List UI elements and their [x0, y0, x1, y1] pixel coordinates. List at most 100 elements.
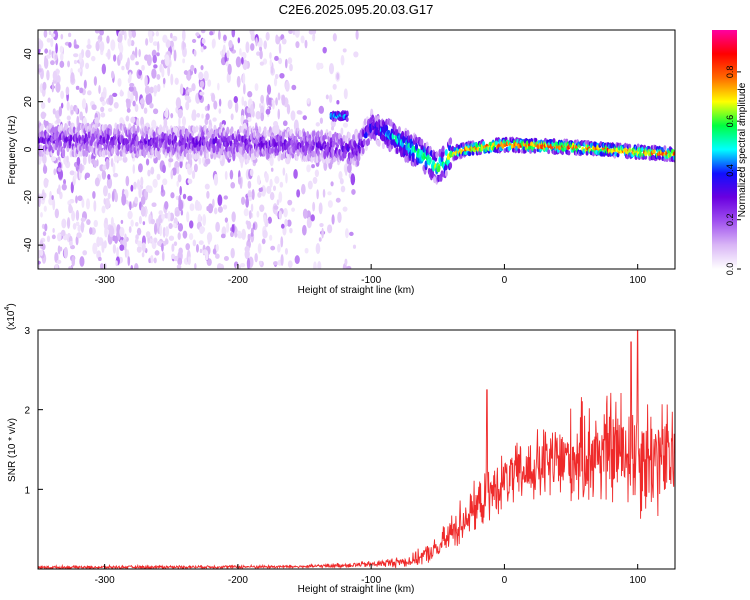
spectrogram-band-cell [406, 129, 410, 137]
spectrogram-noise-cell [128, 85, 134, 92]
spectrogram-band-cell [58, 140, 62, 148]
spectrogram-noise-cell [162, 34, 168, 43]
spectrogram-noise-cell [106, 177, 113, 189]
spectrogram-noise-cell [161, 184, 164, 193]
spectrogram-noise-cell [43, 119, 46, 126]
spectrogram-noise-cell [105, 158, 110, 170]
spectrogram-noise-cell [355, 30, 359, 40]
spectrogram-noise-cell [100, 106, 105, 113]
spectrogram-noise-cell [110, 157, 114, 168]
spectrogram-noise-cell [127, 37, 132, 47]
spectrogram-x-tick-label: 100 [629, 275, 646, 286]
spectrogram-band-cell [397, 126, 401, 134]
spectrogram-noise-cell [276, 199, 280, 206]
spectrogram-noise-cell [177, 108, 183, 119]
spectrogram-noise-cell [187, 195, 193, 202]
spectrogram-noise-cell [224, 217, 228, 223]
colorbar: 0.0 0.2 0.4 0.6 0.8 Normalized spectral ampl… [712, 30, 748, 275]
spectrogram-noise-cell [250, 43, 255, 51]
spectrogram-noise-cell [162, 164, 166, 174]
spectrogram-noise-cell [279, 72, 285, 79]
spectrogram-noise-cell [102, 185, 108, 197]
spectrogram-noise-cell [213, 100, 218, 110]
spectrogram-noise-cell [78, 52, 82, 63]
spectrogram-noise-cell [41, 192, 46, 201]
spectrogram-band-cell [449, 162, 453, 170]
spectrogram-noise-cell [199, 91, 205, 96]
spectrogram-noise-cell [316, 62, 321, 71]
spectrogram-noise-cell [256, 51, 261, 56]
spectrogram-noise-cell [212, 248, 217, 255]
spectrogram-noise-cell [340, 54, 345, 66]
spectrogram-noise-cell [79, 87, 84, 94]
spectrogram-noise-cell [312, 35, 315, 41]
spectrogram-noise-cell [61, 218, 67, 229]
spectrogram-noise-cell [330, 181, 334, 187]
spectrogram-band-cell [461, 142, 465, 148]
spectrogram-noise-cell [138, 186, 142, 199]
spectrogram-band-cell [303, 131, 307, 139]
spectrogram-noise-cell [38, 68, 42, 73]
spectrogram-noise-cell [135, 61, 139, 66]
spectrogram-noise-cell [258, 187, 263, 193]
spectrogram-noise-cell [65, 86, 70, 96]
snr-exponent-base: (x10 [6, 310, 17, 330]
spectrogram-noise-cell [352, 244, 357, 249]
spectrogram-noise-cell [85, 49, 91, 59]
spectrogram-feature-cell [345, 117, 349, 123]
spectrogram-noise-cell [137, 163, 143, 173]
spectrogram-noise-cell [162, 77, 166, 85]
spectrogram-noise-cell [136, 246, 142, 253]
spectrogram-noise-cell [229, 169, 234, 180]
spectrogram-noise-cell [245, 41, 250, 54]
spectrogram-noise-cell [247, 191, 253, 198]
spectrogram-y-tick-label: 20 [23, 96, 34, 108]
spectrogram-noise-cell [76, 115, 80, 126]
spectrogram-noise-cell [338, 171, 343, 180]
spectrogram-noise-cell [60, 52, 64, 62]
spectrogram-noise-cell [191, 38, 197, 43]
spectrogram-noise-cell [339, 178, 344, 185]
spectrogram-noise-cell [280, 236, 284, 248]
spectrogram-noise-cell [239, 48, 242, 56]
spectrogram-noise-cell [50, 156, 57, 162]
spectrogram-noise-cell [258, 260, 263, 266]
spectrogram-noise-cell [98, 256, 102, 262]
spectrogram-band-cell [113, 127, 117, 135]
spectrogram-noise-cell [164, 200, 169, 210]
spectrogram-noise-cell [136, 179, 141, 190]
spectrogram-noise-cell [59, 45, 64, 54]
spectrogram-noise-cell [200, 30, 206, 34]
spectrogram-noise-cell [40, 212, 43, 218]
spectrogram-noise-cell [191, 170, 196, 180]
spectrogram-noise-cell [319, 117, 323, 124]
spectrogram-noise-cell [243, 100, 248, 108]
spectrogram-noise-cell [170, 192, 175, 199]
spectrogram-noise-cell [244, 249, 250, 260]
spectrogram-noise-cell [189, 220, 194, 229]
spectrogram-noise-cell [58, 106, 62, 117]
spectrogram-band-cell [628, 147, 632, 153]
spectrogram-noise-cell [277, 92, 281, 101]
spectrogram-noise-cell [249, 104, 254, 116]
spectrogram-noise-cell [182, 58, 186, 64]
spectrogram-noise-cell [282, 167, 286, 176]
spectrogram-noise-cell [155, 30, 160, 37]
snr-x-tick-label: 0 [502, 575, 508, 586]
spectrogram-band-cell [370, 108, 374, 116]
spectrogram-band-cell [366, 138, 370, 146]
spectrogram-noise-cell [257, 37, 263, 49]
spectrogram-noise-cell [132, 164, 136, 174]
spectrogram-noise-cell [319, 222, 324, 228]
spectrogram-noise-cell [187, 256, 191, 266]
spectrogram-band-cell [361, 147, 365, 155]
spectrogram-noise-cell [119, 239, 123, 245]
spectrogram-noise-cell [94, 177, 100, 187]
spectrogram-noise-cell [112, 243, 117, 254]
spectrogram-noise-cell [51, 33, 56, 38]
spectrogram-noise-cell [344, 258, 348, 266]
chart-title: C2E6.2025.095.20.03.G17 [279, 2, 434, 17]
spectrogram-noise-cell [66, 115, 71, 121]
spectrogram-noise-cell [312, 201, 316, 212]
